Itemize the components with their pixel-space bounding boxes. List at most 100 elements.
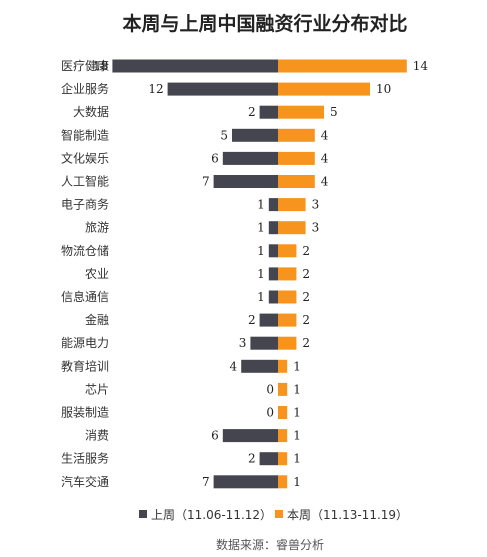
value-label-this-week: 2 [302, 244, 310, 258]
bar-last-week [268, 221, 278, 235]
bar-last-week [112, 59, 279, 73]
bar-last-week [213, 175, 278, 188]
bar-last-week [250, 336, 278, 350]
category-label: 服装制造 [61, 406, 109, 420]
value-label-this-week: 1 [293, 359, 301, 373]
category-label: 文化娱乐 [61, 150, 109, 165]
bar-last-week [222, 429, 278, 443]
value-label-this-week: 4 [321, 175, 329, 189]
data-source-note: 数据来源：睿兽分析 [216, 537, 324, 552]
value-label-last-week: 1 [257, 244, 265, 258]
category-label: 汽车交通 [61, 474, 109, 489]
value-label-last-week: 6 [211, 151, 219, 165]
bar-last-week [268, 244, 278, 258]
category-label: 人工智能 [61, 174, 109, 189]
bar-last-week [259, 452, 278, 466]
value-label-last-week: 7 [202, 475, 210, 489]
bar-this-week [278, 359, 288, 373]
bar-last-week [268, 198, 278, 212]
bar-last-week [232, 128, 278, 142]
bar-this-week [278, 382, 288, 396]
value-label-last-week: 3 [239, 336, 247, 350]
legend-label-last-week: 上周（11.06-11.12） [151, 508, 272, 522]
bar-this-week [278, 452, 288, 466]
chart-title: 本周与上周中国融资行业分布对比 [122, 12, 407, 35]
value-label-last-week: 18 [93, 59, 108, 73]
value-label-last-week: 6 [211, 429, 219, 443]
category-label: 教育培训 [61, 358, 109, 373]
category-label: 金融 [85, 312, 109, 327]
bar-this-week [278, 82, 370, 96]
value-label-this-week: 1 [293, 406, 301, 420]
value-label-last-week: 2 [248, 452, 256, 466]
value-label-this-week: 1 [293, 452, 301, 466]
legend-swatch-this-week [275, 510, 283, 518]
bar-last-week [268, 267, 278, 281]
bar-last-week [268, 290, 278, 304]
value-label-last-week: 1 [257, 267, 265, 281]
bar-last-week [213, 475, 278, 489]
value-label-this-week: 14 [413, 59, 429, 73]
bar-this-week [278, 59, 407, 73]
bar-this-week [278, 151, 315, 165]
bar-this-week [278, 244, 297, 258]
legend-label-this-week: 本周（11.13-11.19） [287, 508, 408, 522]
bar-this-week [278, 175, 315, 188]
category-label: 生活服务 [61, 451, 109, 466]
value-label-last-week: 0 [266, 382, 274, 396]
value-label-this-week: 2 [302, 267, 310, 281]
bar-this-week [278, 336, 297, 350]
category-label: 医疗健康 [61, 58, 109, 73]
bar-this-week [278, 475, 288, 489]
category-label: 消费 [85, 429, 109, 443]
bar-last-week [259, 313, 278, 327]
value-label-this-week: 1 [293, 475, 301, 489]
bar-this-week [278, 198, 306, 212]
value-label-this-week: 3 [312, 221, 320, 235]
bar-last-week [222, 151, 278, 165]
value-label-this-week: 3 [312, 198, 320, 212]
bar-last-week [259, 105, 278, 119]
bar-this-week [278, 128, 315, 142]
bar-this-week [278, 221, 306, 235]
bar-last-week [167, 82, 278, 96]
category-label: 物流仓储 [61, 243, 109, 258]
bar-this-week [278, 313, 297, 327]
category-label: 农业 [85, 267, 109, 281]
category-label: 大数据 [73, 104, 109, 119]
bar-last-week [241, 359, 278, 373]
legend-swatch-last-week [139, 510, 147, 518]
value-label-last-week: 1 [257, 221, 265, 235]
bar-this-week [278, 105, 324, 119]
value-label-this-week: 2 [302, 290, 310, 304]
value-label-last-week: 0 [266, 406, 274, 420]
value-label-this-week: 2 [302, 313, 310, 327]
value-label-this-week: 10 [376, 82, 391, 96]
bar-this-week [278, 429, 288, 443]
bar-this-week [278, 406, 288, 419]
value-label-last-week: 5 [220, 128, 228, 142]
value-label-this-week: 1 [293, 382, 301, 396]
value-label-last-week: 12 [148, 82, 163, 96]
category-label: 企业服务 [61, 81, 109, 96]
value-label-last-week: 2 [248, 105, 256, 119]
bar-this-week [278, 267, 297, 281]
bar-this-week [278, 290, 297, 304]
value-label-this-week: 2 [302, 336, 310, 350]
value-label-this-week: 4 [321, 128, 329, 142]
value-label-this-week: 5 [330, 105, 338, 119]
value-label-last-week: 1 [257, 198, 265, 212]
category-label: 能源电力 [61, 336, 109, 350]
category-label: 芯片 [85, 382, 109, 396]
value-label-last-week: 1 [257, 290, 265, 304]
category-label: 电子商务 [61, 197, 109, 212]
legend: 上周（11.06-11.12） 本周（11.13-11.19） [139, 508, 408, 522]
value-label-this-week: 1 [293, 429, 301, 443]
category-label: 智能制造 [61, 127, 109, 142]
value-label-this-week: 4 [321, 151, 329, 165]
value-label-last-week: 4 [230, 359, 238, 373]
value-label-last-week: 2 [248, 313, 256, 327]
category-label: 旅游 [85, 221, 109, 235]
